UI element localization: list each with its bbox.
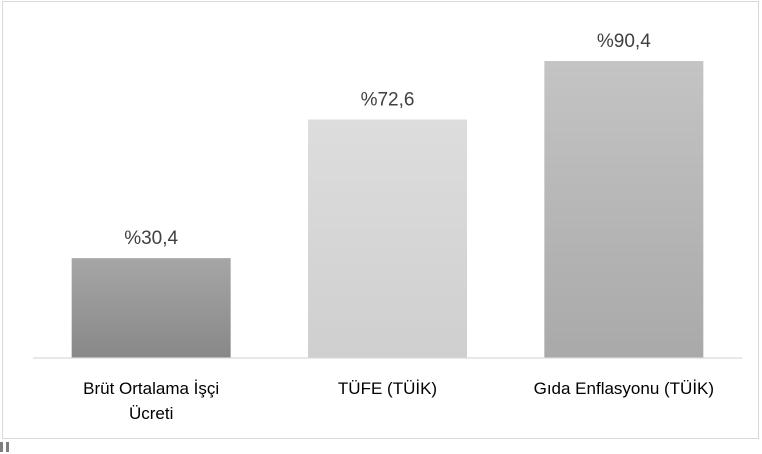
bar-chart: %30,4 %72,6 %90,4 Brüt Ortalama İşçi Ücreti… [33, 31, 742, 423]
category-label-line: Brüt Ortalama İşçi [83, 379, 219, 398]
data-label-1: %30,4 [124, 228, 178, 249]
category-label-line: Ücreti [129, 404, 173, 423]
category-label-line: Gıda Enflasyonu (TÜİK) [534, 379, 714, 398]
data-label-2: %72,6 [361, 90, 415, 111]
bar-1 [71, 258, 231, 358]
cropped-caption-fragment [0, 440, 762, 454]
data-label-3: %90,4 [597, 31, 651, 52]
category-label-2: TÜFE (TÜİK) [338, 379, 437, 398]
bar-2 [308, 119, 467, 358]
category-label-line: TÜFE (TÜİK) [338, 379, 437, 398]
category-label-1: Brüt Ortalama İşçi Ücreti [83, 379, 219, 423]
bar-3 [544, 61, 704, 358]
category-label-3: Gıda Enflasyonu (TÜİK) [534, 379, 714, 398]
